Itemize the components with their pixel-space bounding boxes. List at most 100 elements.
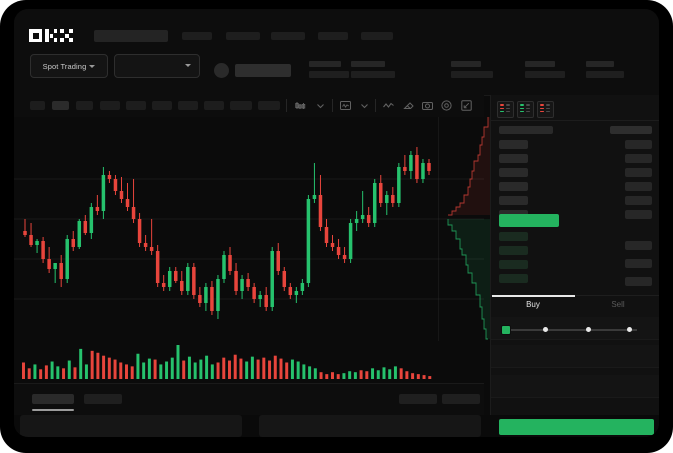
stat-title: [309, 61, 341, 67]
order-field-2[interactable]: [491, 375, 659, 397]
orderbook-ask-amount: [625, 168, 652, 177]
buy-button[interactable]: [499, 419, 654, 435]
field-divider: [491, 367, 659, 368]
tab-open-orders[interactable]: [32, 394, 74, 404]
order-field-0[interactable]: [491, 317, 659, 339]
instrument-bar: Spot Trading: [14, 43, 659, 96]
slider-stop-25[interactable]: [543, 327, 548, 333]
depth-curve-svg: [438, 117, 490, 341]
nav-item-4[interactable]: [361, 32, 393, 40]
spot-trading-label: Spot Trading: [42, 61, 87, 71]
orderbook-trade-panel: Buy Sell: [490, 95, 659, 437]
okx-logo-icon[interactable]: [29, 29, 73, 42]
line-chart-icon[interactable]: [382, 99, 395, 112]
timeframe-button-7[interactable]: [204, 101, 224, 110]
stat-title: [586, 61, 614, 67]
timeframe-button-8[interactable]: [230, 101, 252, 110]
active-trade-tab-indicator: [492, 295, 575, 297]
tab-buy[interactable]: Buy: [526, 300, 540, 309]
indicators-icon[interactable]: [339, 99, 352, 112]
price-chart[interactable]: [14, 117, 484, 383]
orderbook-both-icon[interactable]: [497, 101, 514, 118]
stat-value: [525, 71, 565, 78]
orderbook-ask-row[interactable]: [499, 196, 528, 205]
orders-action-0[interactable]: [399, 394, 437, 404]
stat-3: [525, 61, 565, 78]
timeframe-button-3[interactable]: [100, 101, 120, 110]
timeframe-button-1[interactable]: [52, 101, 69, 110]
orderbook-ask-row[interactable]: [499, 154, 528, 163]
orderbook-bid-row[interactable]: [499, 232, 528, 241]
nav-item-0[interactable]: [182, 32, 212, 40]
camera-icon[interactable]: [421, 99, 434, 112]
slider-stop-75[interactable]: [627, 327, 632, 333]
pair-name-label: [235, 64, 291, 77]
bottom-cell-1[interactable]: [259, 415, 481, 437]
toolbar-divider: [332, 99, 333, 112]
tab-order-history[interactable]: [84, 394, 122, 404]
order-amount-slider[interactable]: [501, 325, 641, 335]
orderbook-bid-amount: [625, 259, 652, 268]
chevron-down-icon[interactable]: [314, 99, 327, 112]
chevron-down-icon[interactable]: [358, 99, 371, 112]
orderbook-ask-row[interactable]: [499, 140, 528, 149]
timeframe-button-6[interactable]: [178, 101, 198, 110]
stat-value: [309, 71, 349, 78]
timeframe-button-9[interactable]: [258, 101, 280, 110]
timeframe-button-0[interactable]: [30, 101, 45, 110]
stat-4: [586, 61, 624, 78]
field-divider: [491, 397, 659, 398]
orderbook-bid-row[interactable]: [499, 274, 528, 283]
chevron-down-icon: [185, 64, 191, 67]
stat-value: [351, 71, 395, 78]
orderbook-ask-amount: [625, 140, 652, 149]
pair-selector[interactable]: [114, 54, 200, 78]
active-tab-indicator: [32, 409, 74, 411]
search-input[interactable]: [94, 30, 168, 42]
orderbook-bid-amount: [625, 277, 652, 286]
orderbook-bid-amount: [625, 241, 652, 250]
timeframe-button-4[interactable]: [126, 101, 146, 110]
top-navigation-bar: [14, 9, 659, 43]
stat-title: [451, 61, 481, 67]
app-screen: Spot Trading: [14, 9, 659, 437]
field-divider: [491, 339, 659, 340]
orderbook-ask-row[interactable]: [499, 182, 528, 191]
orderbook-ask-amount: [625, 210, 652, 219]
orderbook-col-amount: [610, 126, 652, 134]
nav-item-3[interactable]: [318, 32, 348, 40]
fullscreen-icon[interactable]: [460, 99, 473, 112]
slider-handle[interactable]: [501, 325, 511, 335]
orders-action-1[interactable]: [442, 394, 480, 404]
nav-item-1[interactable]: [226, 32, 260, 40]
tab-sell[interactable]: Sell: [611, 300, 625, 309]
eraser-icon[interactable]: [402, 99, 415, 112]
slider-track: [505, 329, 637, 331]
timeframe-button-2[interactable]: [76, 101, 93, 110]
settings-gear-icon[interactable]: [440, 99, 453, 112]
orderbook-last-price: [499, 214, 559, 227]
slider-stop-50[interactable]: [586, 327, 591, 333]
nav-item-2[interactable]: [271, 32, 305, 40]
stat-title: [351, 61, 385, 67]
chevron-down-icon: [89, 64, 96, 68]
timeframe-button-5[interactable]: [152, 101, 172, 110]
stat-title: [525, 61, 555, 67]
orderbook-sell-icon[interactable]: [537, 101, 554, 118]
orderbook-buy-icon[interactable]: [517, 101, 534, 118]
candlestick-chart-icon[interactable]: [294, 99, 307, 112]
trade-panel-divider: [491, 295, 659, 296]
bottom-status-bar: [14, 415, 659, 437]
orderbook-ask-row[interactable]: [499, 168, 528, 177]
bottom-cell-0[interactable]: [20, 415, 242, 437]
orderbook-depth-overlay: [438, 115, 490, 343]
stat-value: [586, 71, 624, 78]
orderbook-bid-row[interactable]: [499, 260, 528, 269]
orderbook-ask-amount: [625, 154, 652, 163]
orderbook-ask-amount: [625, 182, 652, 191]
stat-value: [451, 71, 493, 78]
orders-tab-bar: [14, 383, 484, 416]
orderbook-bid-row[interactable]: [499, 246, 528, 255]
order-field-1[interactable]: [491, 345, 659, 367]
spot-trading-selector[interactable]: Spot Trading: [30, 54, 108, 78]
